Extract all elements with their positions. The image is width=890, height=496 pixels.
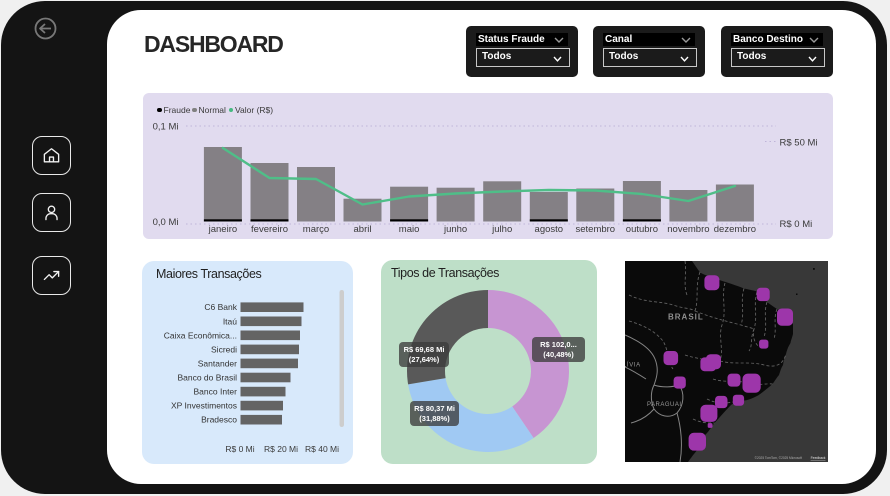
- svg-text:outubro: outubro: [626, 224, 658, 235]
- svg-text:PARAGUAI: PARAGUAI: [647, 402, 682, 408]
- svg-text:R$ 20 Mi: R$ 20 Mi: [264, 444, 298, 454]
- svg-text:fevereiro: fevereiro: [251, 224, 288, 235]
- svg-text:abril: abril: [354, 224, 372, 235]
- svg-text:Banco do Brasil: Banco do Brasil: [177, 373, 237, 383]
- svg-text:XP Investimentos: XP Investimentos: [171, 401, 237, 411]
- svg-text:novembro: novembro: [667, 224, 709, 235]
- svg-text:©2025 TomTom, ©2025 Microsoft: ©2025 TomTom, ©2025 Microsoft: [755, 456, 802, 460]
- svg-text:Feedback: Feedback: [811, 456, 826, 460]
- svg-text:Itaú: Itaú: [223, 316, 237, 326]
- svg-text:junho: junho: [443, 224, 467, 235]
- svg-text:R$ 40 Mi: R$ 40 Mi: [305, 444, 339, 454]
- svg-text:BRASIL: BRASIL: [668, 313, 704, 322]
- svg-text:Caixa Econômica...: Caixa Econômica...: [164, 330, 237, 340]
- svg-text:C6 Bank: C6 Bank: [204, 302, 237, 312]
- svg-text:R$ 0 Mi: R$ 0 Mi: [225, 444, 254, 454]
- svg-text:setembro: setembro: [575, 224, 615, 235]
- svg-text:agosto: agosto: [535, 224, 564, 235]
- svg-text:R$ 0 Mi: R$ 0 Mi: [780, 219, 813, 230]
- svg-text:julho: julho: [491, 224, 512, 235]
- svg-text:janeiro: janeiro: [208, 224, 238, 235]
- svg-text:Bradesco: Bradesco: [201, 415, 237, 425]
- svg-text:0,1 Mi: 0,1 Mi: [153, 122, 179, 133]
- svg-text:0,0 Mi: 0,0 Mi: [153, 217, 179, 228]
- svg-text:Banco Inter: Banco Inter: [194, 387, 238, 397]
- svg-text:dezembro: dezembro: [714, 224, 756, 235]
- svg-text:março: março: [303, 224, 329, 235]
- svg-text:maio: maio: [399, 224, 420, 235]
- svg-text:Santander: Santander: [198, 358, 237, 368]
- svg-text:R$ 50 Mi: R$ 50 Mi: [780, 138, 818, 149]
- svg-text:Sicredi: Sicredi: [211, 344, 237, 354]
